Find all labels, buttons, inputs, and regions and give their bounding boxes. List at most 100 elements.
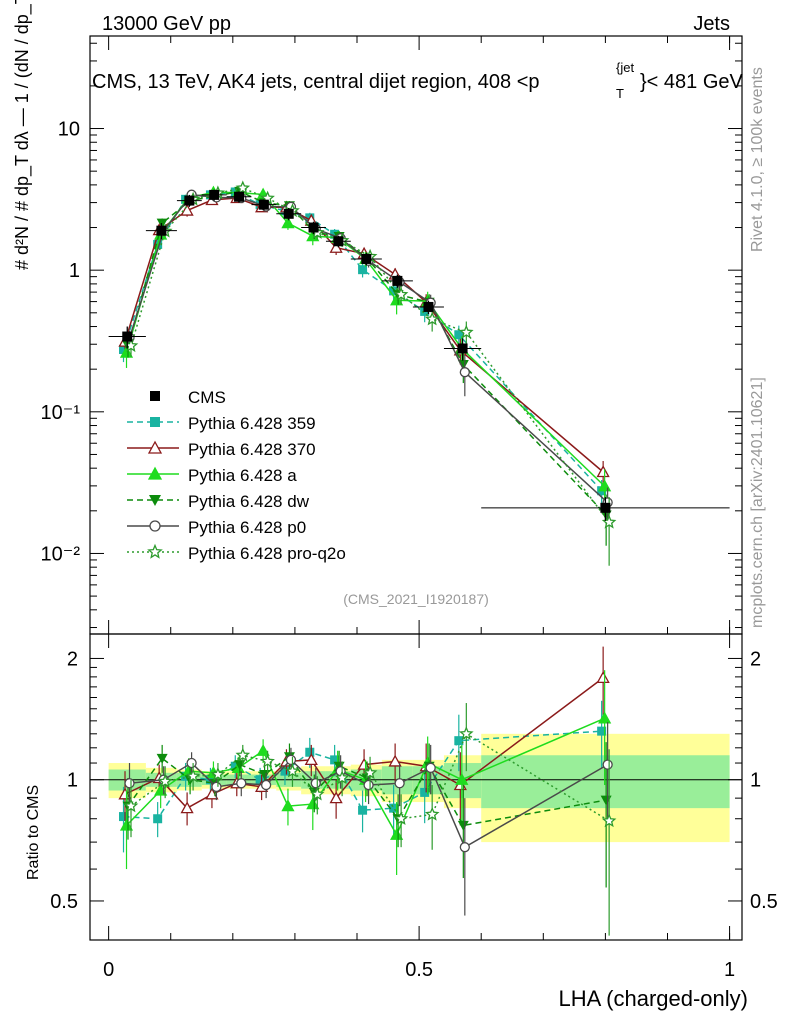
series-point-ratio [425,762,436,774]
series-point-ratio [185,768,201,783]
series-point-ratio [597,726,607,736]
series-point-top [156,218,168,229]
series-point-ratio [260,753,275,768]
series-point-top [458,324,474,339]
analysis-watermark: (CMS_2021_I1920187) [343,591,489,607]
ratio-tick-label-right: 1 [750,770,761,792]
series-point-ratio [601,813,617,828]
ratio-tick-label: 2 [67,648,78,670]
cms-data-point [156,225,167,236]
legend-label: Pythia 6.428 370 [188,440,316,459]
series-point-ratio [394,778,405,789]
series-point-ratio [458,726,474,741]
series-point-top [281,216,295,229]
plot-title: CMS, 13 TeV, AK4 jets, central dijet reg… [92,60,744,101]
series-point-ratio [424,806,440,821]
cms-data-point [333,236,344,247]
series-point-ratio [363,779,374,791]
series-point-top [459,367,470,378]
series-point-ratio [281,799,295,812]
series-point-ratio [310,778,321,789]
legend-marker [149,495,161,506]
legend-marker-cms [150,391,160,401]
series-point-ratio [255,775,265,785]
cms-data-point [308,222,319,233]
series-point-ratio [306,797,320,810]
series-point-ratio [256,743,270,756]
cms-data-point [361,253,372,264]
series-point-ratio [230,761,240,771]
rivet-version-label: Rivet 4.1.0, ≥ 100k events [749,67,766,252]
ratio-tick-label: 0.5 [50,891,78,913]
series-point-ratio [280,766,290,776]
series-point-ratio [459,842,470,853]
y-tick-label: 10 [58,119,80,141]
legend-marker [149,520,161,532]
series-point-ratio [362,765,378,780]
cms-data-point [283,208,294,219]
energy-label: 13000 GeV pp [102,13,231,35]
series-point-ratio [260,779,272,791]
cms-data-point [122,331,133,342]
series-point-ratio [235,747,251,762]
legend-label: Pythia 6.428 p0 [188,518,306,537]
series-point-ratio [454,736,464,746]
series-point-top [330,229,340,239]
series-point-ratio [236,778,247,789]
series-point-top [454,330,464,340]
series-point-ratio [334,770,350,785]
title-sub: T [616,86,624,101]
series-line-top-pythia-6-428-dw [127,190,607,516]
legend-label-cms: CMS [188,388,226,407]
series-point-top [180,203,194,216]
series-point-ratio [285,754,297,766]
legend-marker [147,466,163,480]
y-axis-label-top: # d²N / # dp_T dλ — 1 / (dN / dp_T) [12,0,33,270]
ratio-panel-frame [89,633,743,941]
legend: CMS Pythia 6.428 359 Pythia 6.428 370 Pythi… [127,388,346,563]
title-main: CMS, 13 TeV, AK4 jets, central dijet reg… [92,71,540,93]
series-point-top [358,265,368,275]
series-point-top [393,286,409,301]
series-point-ratio [330,755,340,765]
series-point-ratio [119,818,134,831]
legend-label: Pythia 6.428 359 [188,414,316,433]
series-point-ratio [420,787,430,797]
series-point-ratio [358,805,368,815]
series-point-ratio [119,812,129,822]
legend-label: Pythia 6.428 dw [188,492,310,511]
cms-data-point [423,301,434,312]
ratio-tick-label: 1 [67,770,78,792]
series-point-ratio [305,747,315,757]
series-point-ratio [186,757,197,769]
ratio-tick-label-right: 2 [750,648,761,670]
legend-label: Pythia 6.428 a [188,466,297,485]
x-tick-label: 1 [724,959,735,981]
title-end: }< 481 GeV [640,71,744,93]
series-point-ratio [285,763,300,778]
jets-label: Jets [693,13,730,35]
legend-marker [147,543,163,559]
series-point-ratio [390,827,404,840]
series-point-ratio [304,753,318,766]
series-point-ratio [153,814,163,824]
series-layer [108,180,730,936]
y-tick-label: 10⁻¹ [41,402,81,424]
series-point-ratio [598,711,612,724]
legend-marker [147,440,163,454]
series-point-top [119,345,134,358]
series-point-ratio [180,801,194,814]
series-point-top [119,344,129,354]
series-line-ratio-pythia-6-428-370 [124,677,604,810]
x-tick-label: 0 [103,959,114,981]
series-point-ratio [389,803,399,813]
series-line-top-pythia-6-428-359 [122,191,603,492]
series-point-ratio [329,791,343,804]
series-point-ratio [211,781,222,792]
series-point-ratio [123,798,139,813]
ratio-tick-label-right: 0.5 [750,891,778,913]
series-point-ratio [124,778,135,789]
axes-ticks: 0 0.5 1 10⁻² 10⁻¹ 1 10 0.5 0.5 1 1 2 2 [41,36,778,981]
y-tick-label: 1 [69,260,80,282]
